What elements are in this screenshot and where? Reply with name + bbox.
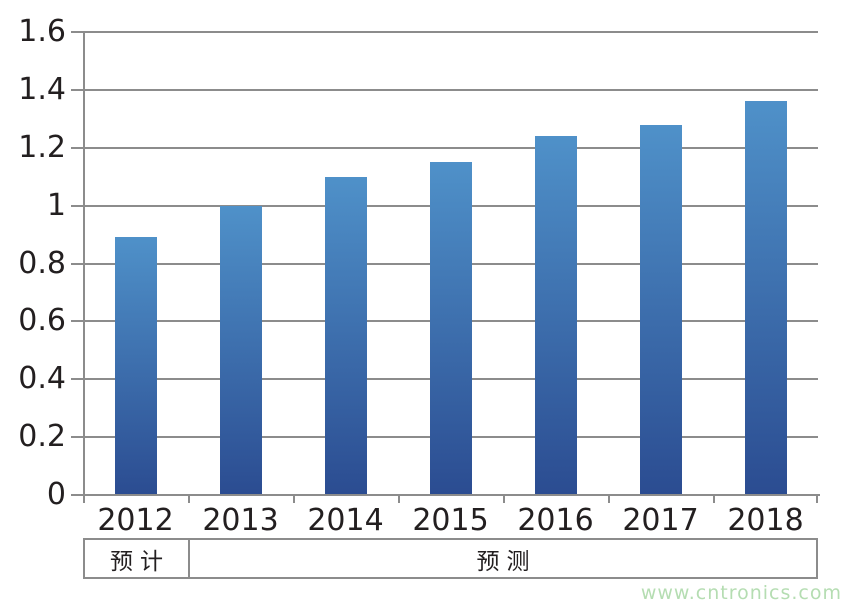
x-axis-tick xyxy=(608,495,610,503)
y-axis-tick-label: 1 xyxy=(46,187,66,223)
bar-2017 xyxy=(639,124,682,495)
plot-area: 0 0.2 0.4 0.6 0.8 1 1.2 1.4 1.6 2012 2013 2014 2015 2… xyxy=(18,17,820,536)
x-axis-tick xyxy=(398,495,400,503)
x-axis-tick xyxy=(816,495,818,503)
y-axis-tick-label: 0.8 xyxy=(18,245,66,281)
gridline xyxy=(71,146,818,149)
x-axis-line xyxy=(71,494,820,496)
y-axis-tick-label: 0.6 xyxy=(18,303,66,339)
y-axis-tick-label: 1.6 xyxy=(18,14,66,49)
x-axis-label-2013: 2013 xyxy=(202,503,279,538)
bar-2016 xyxy=(534,136,577,495)
annotation-cell-forecast: 预测 xyxy=(476,548,537,575)
bar-2014 xyxy=(324,176,367,495)
x-axis-tick xyxy=(713,495,715,503)
y-axis-tick-label: 1.2 xyxy=(18,129,66,165)
x-axis-label-2018: 2018 xyxy=(727,503,804,538)
watermark-text: www.cntronics.com xyxy=(640,582,842,604)
bar-2015 xyxy=(429,162,472,495)
y-axis-tick-label: 0 xyxy=(46,477,66,512)
bar-2013 xyxy=(219,205,262,495)
x-axis-tick xyxy=(293,495,295,503)
x-axis-tick xyxy=(188,495,190,503)
x-axis-label-2016: 2016 xyxy=(517,503,594,538)
x-axis-tick xyxy=(503,495,505,503)
y-axis-tick-label: 0.2 xyxy=(18,419,66,455)
y-axis-tick-label: 0.4 xyxy=(18,361,66,397)
gridline xyxy=(71,31,818,33)
annotation-cell-estimate: 预计 xyxy=(85,540,190,577)
y-axis-line xyxy=(83,32,85,503)
bar-2012 xyxy=(114,237,157,495)
bar-2018 xyxy=(744,101,787,495)
x-axis-label-2014: 2014 xyxy=(307,503,384,538)
annotation-table: 预计 预测 xyxy=(83,538,818,579)
x-axis-label-2017: 2017 xyxy=(622,503,699,538)
gridline xyxy=(71,88,818,91)
x-axis-label-2015: 2015 xyxy=(412,503,489,538)
x-axis-tick xyxy=(83,495,85,503)
x-axis-label-2012: 2012 xyxy=(97,503,174,538)
y-axis-tick-label: 1.4 xyxy=(18,71,66,107)
